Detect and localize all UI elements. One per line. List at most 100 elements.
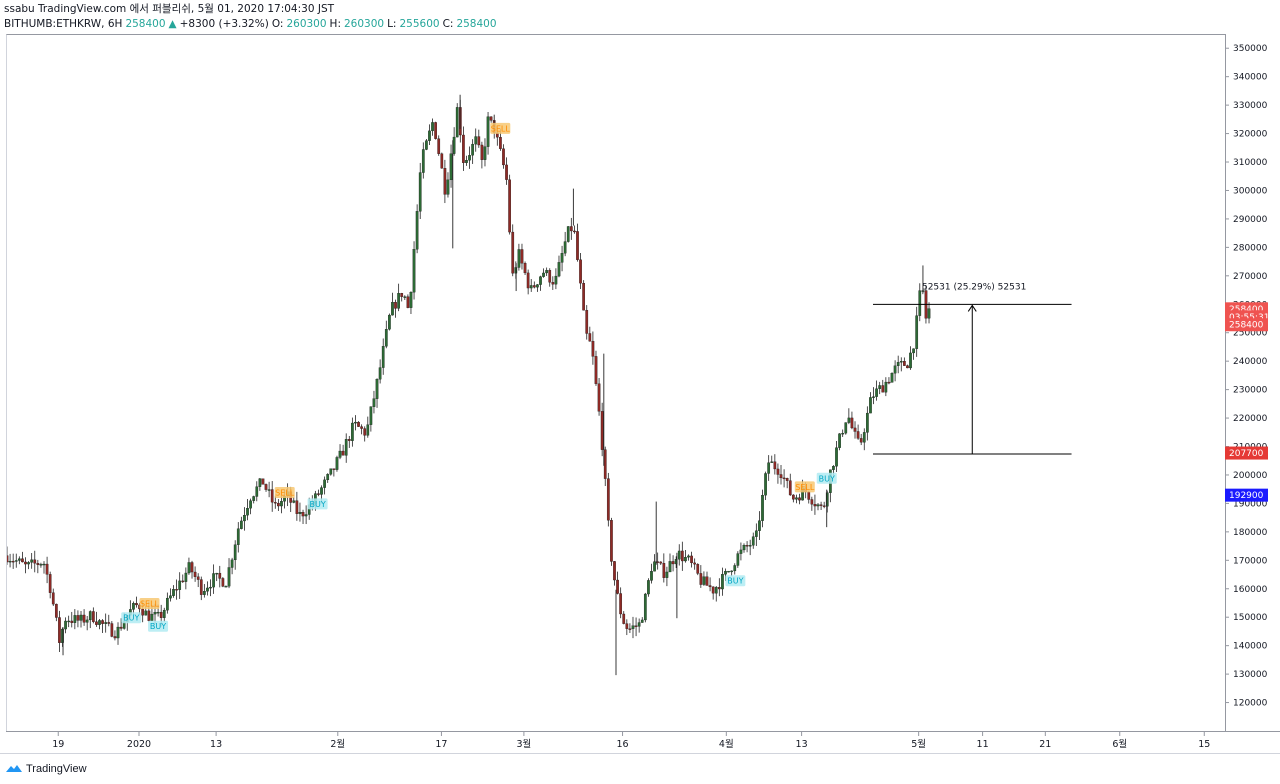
sell-signal-label: SELL — [140, 599, 160, 608]
candle-body — [554, 275, 558, 285]
change-value: +8300 (+3.32%) — [179, 18, 269, 30]
price-tick-label: 190000 — [1233, 499, 1268, 509]
time-tick-label: 5월 — [911, 738, 926, 750]
candle-body — [440, 153, 444, 169]
price-tick-label: 270000 — [1233, 272, 1268, 282]
candle-body — [107, 622, 111, 624]
candle-body — [761, 495, 764, 521]
candle-body — [409, 292, 413, 308]
candle-body — [30, 559, 34, 563]
candle-body — [434, 122, 437, 139]
candle-body — [236, 528, 240, 545]
candle-body — [150, 613, 154, 621]
candle-body — [585, 310, 589, 334]
candle-body — [647, 580, 650, 595]
price-tick-label: 160000 — [1233, 585, 1268, 595]
candle-body — [489, 116, 493, 121]
candle-body — [573, 230, 576, 233]
candle-body — [566, 226, 570, 242]
candle-body — [209, 586, 212, 589]
candle-body — [791, 494, 795, 500]
candle-body — [594, 356, 598, 384]
candle-body — [258, 478, 262, 487]
candle-body — [24, 561, 27, 565]
candle-body — [48, 574, 52, 593]
candle-body — [893, 365, 897, 374]
price-tick-label: 230000 — [1233, 386, 1268, 396]
price-tick-label: 340000 — [1233, 73, 1268, 83]
candle-body — [338, 450, 342, 458]
candle-body — [203, 591, 206, 595]
candle-body — [406, 296, 410, 308]
chart-plot-area[interactable]: SELL BUY BUY SELL BUY SELL BUY SELL BUY 52531 (25… — [5, 34, 1226, 732]
candle-body — [847, 417, 851, 423]
candle-body — [428, 130, 431, 141]
candle-body — [773, 461, 777, 470]
candle-body — [563, 241, 567, 254]
candle-body — [696, 564, 700, 574]
candle-body — [782, 477, 786, 480]
candle-body — [603, 449, 607, 479]
price-tick-label: 290000 — [1233, 215, 1268, 225]
candle-body — [304, 514, 308, 517]
candle-body — [622, 613, 626, 624]
candle-body — [5, 555, 9, 563]
candle-body — [166, 597, 169, 611]
candle-body — [42, 563, 46, 566]
candle-body — [412, 249, 416, 293]
candle-body — [662, 563, 666, 578]
price-range-measure[interactable]: 52531 (25.29%) 52531 — [872, 282, 1072, 455]
candle-body — [73, 615, 77, 623]
candle-body — [736, 553, 740, 566]
candle-body — [113, 636, 117, 639]
candle-body — [255, 486, 259, 497]
buy-signal: BUY — [121, 612, 142, 624]
candle-body — [153, 612, 157, 615]
candle-body — [320, 487, 323, 495]
close-label: C: — [442, 18, 454, 30]
candle-body — [745, 545, 749, 547]
candle-body — [600, 411, 604, 450]
candle-body — [369, 406, 373, 425]
candle-body — [101, 620, 104, 624]
price-tick-label: 330000 — [1233, 101, 1268, 111]
candle-body — [474, 136, 478, 145]
price-tick-label: 130000 — [1233, 670, 1268, 680]
ohlc-line: BITHUMB:ETHKRW, 6H 258400 ▲ +8300 (+3.32%) O… — [4, 17, 1224, 32]
price-tick-label: 170000 — [1233, 556, 1268, 566]
candle-body — [264, 484, 268, 490]
candle-body — [536, 284, 539, 288]
buy-signal-bg — [816, 472, 837, 484]
price-axis-svg: 120000 130000 140000 150000 160000 170000 1800… — [1225, 44, 1269, 709]
candle-body — [532, 285, 536, 288]
sell-signal: SELL — [794, 481, 815, 493]
time-axis[interactable]: 19 2020 13 2월 17 3월 16 4월 13 5월 11 21 6월 15 — [6, 731, 1280, 754]
up-arrow-icon: ▲ — [168, 18, 177, 30]
candle-body — [560, 253, 564, 263]
buy-signal-bg — [725, 575, 746, 587]
sell-signal-bg — [274, 487, 295, 499]
price-marker: 258400 — [1225, 318, 1268, 332]
candle-body — [243, 514, 246, 522]
candle-body — [468, 155, 471, 161]
tradingview-logo[interactable]: TradingView — [6, 763, 87, 775]
candle-body — [687, 555, 690, 558]
candle-body — [95, 621, 98, 625]
buy-signal-bg — [307, 498, 328, 510]
candle-body — [671, 561, 675, 565]
candle-body — [853, 427, 857, 432]
candle-body — [159, 611, 163, 618]
candle-body — [181, 580, 185, 583]
candle-body — [132, 603, 135, 610]
candle-body — [677, 550, 681, 560]
candle-body — [523, 263, 527, 274]
price-axis[interactable]: 120000 130000 140000 150000 160000 170000 1800… — [1225, 34, 1280, 731]
candle-body — [693, 562, 697, 565]
candle-body — [270, 489, 274, 503]
candle-body — [184, 572, 188, 582]
candle-body — [569, 226, 573, 232]
arrow-up-icon — [967, 304, 977, 312]
candle-body — [727, 570, 730, 573]
time-tick-label: 2월 — [330, 738, 345, 750]
